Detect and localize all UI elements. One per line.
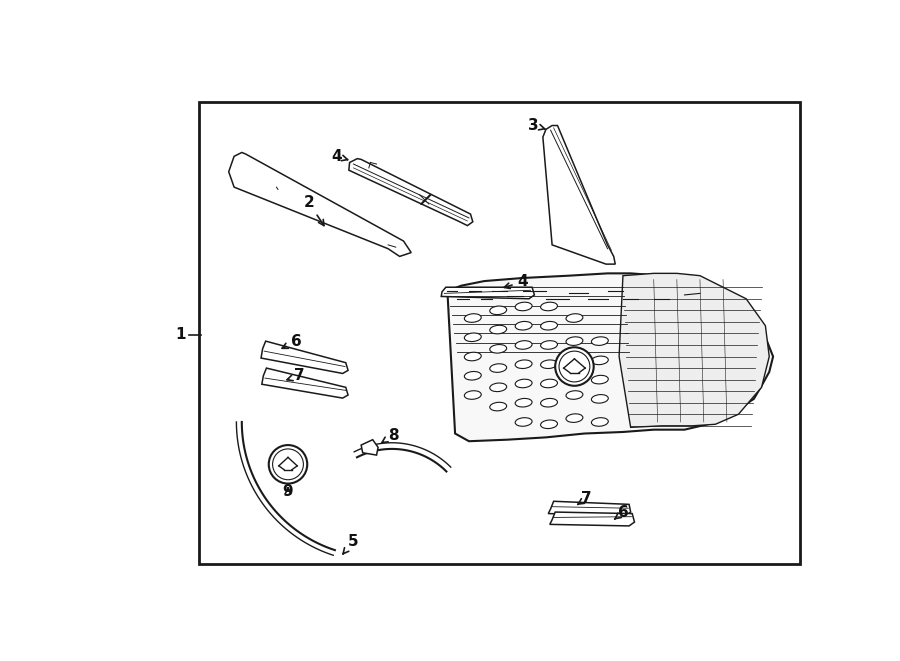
Text: 7: 7 <box>287 368 305 383</box>
Ellipse shape <box>515 379 532 388</box>
Ellipse shape <box>490 325 507 334</box>
Polygon shape <box>550 512 634 526</box>
Ellipse shape <box>541 399 557 407</box>
Circle shape <box>559 351 590 382</box>
Text: 4: 4 <box>331 149 347 164</box>
Ellipse shape <box>515 399 532 407</box>
Ellipse shape <box>515 302 532 311</box>
Text: 4: 4 <box>504 274 528 290</box>
Circle shape <box>273 449 303 480</box>
Text: 6: 6 <box>615 505 628 520</box>
Ellipse shape <box>464 333 482 342</box>
Polygon shape <box>543 126 616 264</box>
Polygon shape <box>349 159 472 225</box>
Polygon shape <box>229 153 411 256</box>
Text: 5: 5 <box>343 534 359 554</box>
Ellipse shape <box>591 418 608 426</box>
Bar <box>200 102 800 564</box>
Ellipse shape <box>541 321 557 330</box>
Circle shape <box>269 445 307 484</box>
Ellipse shape <box>566 314 583 323</box>
Polygon shape <box>619 274 770 428</box>
Ellipse shape <box>541 420 557 428</box>
Ellipse shape <box>591 375 608 384</box>
Polygon shape <box>548 501 631 515</box>
Ellipse shape <box>541 302 557 311</box>
Ellipse shape <box>490 383 507 391</box>
Ellipse shape <box>541 340 557 349</box>
Text: 1: 1 <box>175 327 185 342</box>
Text: 3: 3 <box>528 118 544 133</box>
Ellipse shape <box>591 356 608 365</box>
Text: 9: 9 <box>283 484 293 499</box>
Ellipse shape <box>541 360 557 368</box>
Text: 7: 7 <box>578 492 591 506</box>
Ellipse shape <box>490 364 507 372</box>
Ellipse shape <box>566 414 583 422</box>
Ellipse shape <box>490 403 507 411</box>
Ellipse shape <box>464 352 482 361</box>
Ellipse shape <box>566 337 583 346</box>
Ellipse shape <box>515 340 532 349</box>
Polygon shape <box>447 274 773 442</box>
Ellipse shape <box>464 391 482 399</box>
Polygon shape <box>262 368 348 398</box>
Ellipse shape <box>541 379 557 388</box>
Text: 8: 8 <box>382 428 399 443</box>
Ellipse shape <box>591 395 608 403</box>
Ellipse shape <box>515 360 532 368</box>
Polygon shape <box>441 288 535 299</box>
Ellipse shape <box>464 371 482 380</box>
Text: 2: 2 <box>303 195 324 225</box>
Ellipse shape <box>515 418 532 426</box>
Polygon shape <box>261 341 348 373</box>
Ellipse shape <box>566 391 583 399</box>
Ellipse shape <box>515 321 532 330</box>
Ellipse shape <box>464 314 482 323</box>
Polygon shape <box>361 440 378 455</box>
Circle shape <box>555 347 594 386</box>
Text: 6: 6 <box>282 334 302 348</box>
Ellipse shape <box>490 344 507 353</box>
Ellipse shape <box>490 306 507 315</box>
Ellipse shape <box>591 337 608 346</box>
